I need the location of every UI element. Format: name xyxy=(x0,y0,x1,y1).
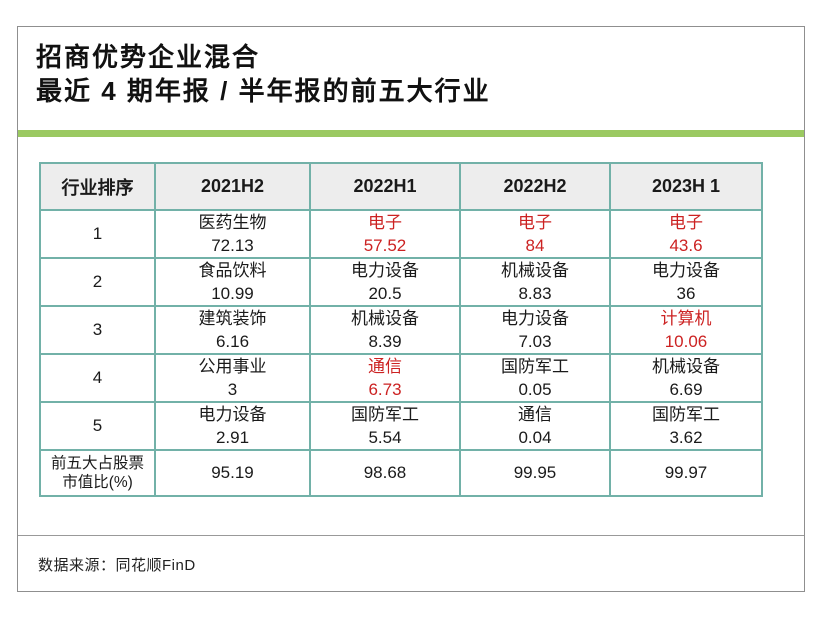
industry-value: 36 xyxy=(676,284,696,303)
industry-value: 57.52 xyxy=(363,236,407,255)
industry-value: 8.39 xyxy=(368,332,402,351)
table-row: 4 公用事业 3 通信 6.73 国防军工 0.05 机械设备 6.69 xyxy=(39,353,763,403)
industry-name: 医药生物 xyxy=(198,213,267,232)
accent-divider-bar xyxy=(18,130,804,137)
column-header-2022h1: 2022H1 xyxy=(309,162,461,211)
column-header-2023h1: 2023H 1 xyxy=(609,162,763,211)
industry-name: 电力设备 xyxy=(198,405,267,424)
industry-value: 6.69 xyxy=(669,380,703,399)
summary-label-line1: 前五大占股票 xyxy=(50,455,144,472)
industry-name: 食品饮料 xyxy=(198,261,267,280)
rank-cell: 4 xyxy=(39,353,156,403)
industry-cell: 国防军工 0.05 xyxy=(459,353,611,403)
industry-name: 机械设备 xyxy=(351,309,419,328)
industry-name: 电力设备 xyxy=(652,261,720,280)
footer-strip: 数据来源：同花顺FinD xyxy=(18,535,804,592)
industry-cell: 电子 57.52 xyxy=(309,209,461,259)
industry-name: 通信 xyxy=(368,357,402,376)
industry-value: 6.16 xyxy=(215,332,250,351)
rank-cell: 1 xyxy=(39,209,156,259)
industry-value: 43.6 xyxy=(669,236,703,255)
industry-value: 20.5 xyxy=(368,284,402,303)
industry-name: 建筑装饰 xyxy=(198,309,267,328)
industry-name: 通信 xyxy=(518,405,552,424)
summary-value-cell: 99.97 xyxy=(609,449,763,497)
industry-value: 3 xyxy=(227,380,238,399)
industry-value: 84 xyxy=(525,236,545,255)
industry-value: 3.62 xyxy=(669,428,703,447)
summary-label-line2: 市值比(%) xyxy=(62,474,133,491)
industry-name: 国防军工 xyxy=(501,357,569,376)
industry-cell: 食品饮料 10.99 xyxy=(154,257,311,307)
summary-value-cell: 98.68 xyxy=(309,449,461,497)
industry-cell: 公用事业 3 xyxy=(154,353,311,403)
industry-cell: 建筑装饰 6.16 xyxy=(154,305,311,355)
column-header-2021h2: 2021H2 xyxy=(154,162,311,211)
industry-value: 6.73 xyxy=(368,380,402,399)
industry-name: 机械设备 xyxy=(501,261,569,280)
industry-value: 10.06 xyxy=(664,332,708,351)
data-source-label: 数据来源：同花顺FinD xyxy=(38,556,196,574)
page-title-line1: 招商优势企业混合 xyxy=(36,42,261,72)
industry-name: 电力设备 xyxy=(501,309,569,328)
industry-name: 电子 xyxy=(368,213,402,232)
industry-name: 机械设备 xyxy=(652,357,720,376)
industry-name: 计算机 xyxy=(660,309,712,328)
summary-value-cell: 99.95 xyxy=(459,449,611,497)
table-row: 5 电力设备 2.91 国防军工 5.54 通信 0.04 国防军工 3.62 xyxy=(39,401,763,451)
industry-cell: 国防军工 5.54 xyxy=(309,401,461,451)
industry-cell: 电子 43.6 xyxy=(609,209,763,259)
summary-label-cell: 前五大占股票 市值比(%) xyxy=(39,449,156,497)
industry-cell: 电力设备 20.5 xyxy=(309,257,461,307)
table-row: 1 医药生物 72.13 电子 57.52 电子 84 电子 43.6 xyxy=(39,209,763,259)
industry-cell: 电力设备 7.03 xyxy=(459,305,611,355)
table-header-row: 行业排序 2021H2 2022H1 2022H2 2023H 1 xyxy=(39,162,763,211)
industry-value: 0.05 xyxy=(518,380,552,399)
industry-cell: 国防军工 3.62 xyxy=(609,401,763,451)
industry-cell: 医药生物 72.13 xyxy=(154,209,311,259)
industry-cell: 电力设备 2.91 xyxy=(154,401,311,451)
industry-value: 72.13 xyxy=(211,236,254,255)
column-header-2022h2: 2022H2 xyxy=(459,162,611,211)
column-header-rank: 行业排序 xyxy=(39,162,156,211)
industry-value: 8.83 xyxy=(518,284,552,303)
industry-value: 7.03 xyxy=(518,332,552,351)
industry-value: 10.99 xyxy=(211,284,254,303)
rank-cell: 2 xyxy=(39,257,156,307)
table-row: 2 食品饮料 10.99 电力设备 20.5 机械设备 8.83 电力设备 36 xyxy=(39,257,763,307)
industry-cell: 通信 6.73 xyxy=(309,353,461,403)
industry-cell: 电子 84 xyxy=(459,209,611,259)
industry-cell: 机械设备 8.39 xyxy=(309,305,461,355)
summary-row: 前五大占股票 市值比(%) 95.19 98.68 99.95 99.97 xyxy=(39,449,763,497)
page-title-line2: 最近 4 期年报 / 半年报的前五大行业 xyxy=(36,76,491,106)
summary-value-cell: 95.19 xyxy=(154,449,311,497)
industry-cell: 电力设备 36 xyxy=(609,257,763,307)
industry-cell: 通信 0.04 xyxy=(459,401,611,451)
table-row: 3 建筑装饰 6.16 机械设备 8.39 电力设备 7.03 计算机 10.06 xyxy=(39,305,763,355)
report-card: 招商优势企业混合最近 4 期年报 / 半年报的前五大行业 行业排序 2021H2… xyxy=(17,26,805,592)
industry-name: 国防军工 xyxy=(351,405,419,424)
rank-cell: 3 xyxy=(39,305,156,355)
industry-name: 电子 xyxy=(518,213,552,232)
industry-cell: 机械设备 8.83 xyxy=(459,257,611,307)
top-industries-table: 行业排序 2021H2 2022H1 2022H2 2023H 1 1 医药生物… xyxy=(39,162,763,497)
industry-value: 0.04 xyxy=(518,428,552,447)
industry-value: 2.91 xyxy=(215,428,250,447)
industry-cell: 机械设备 6.69 xyxy=(609,353,763,403)
industry-value: 5.54 xyxy=(368,428,402,447)
industry-name: 国防军工 xyxy=(652,405,720,424)
industry-cell: 计算机 10.06 xyxy=(609,305,763,355)
industry-name: 电子 xyxy=(669,213,703,232)
page-title: 招商优势企业混合最近 4 期年报 / 半年报的前五大行业 xyxy=(36,40,491,108)
industry-name: 公用事业 xyxy=(198,357,267,376)
industry-name: 电力设备 xyxy=(351,261,419,280)
rank-cell: 5 xyxy=(39,401,156,451)
